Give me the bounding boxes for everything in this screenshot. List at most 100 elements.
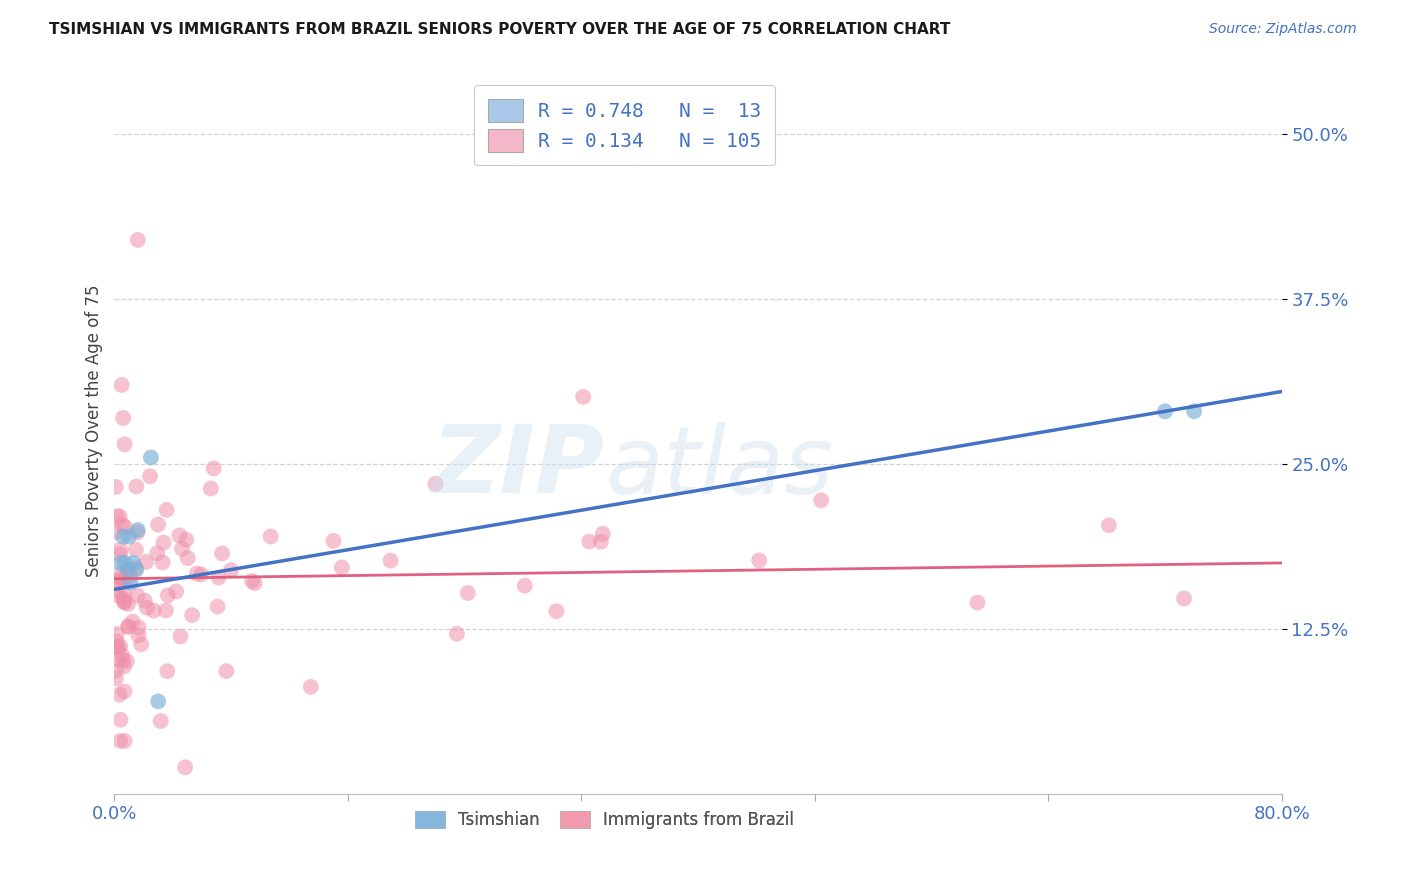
Point [215, 664, 238, 678]
Point [200, 482, 222, 496]
Text: Source: ZipAtlas.com: Source: ZipAtlas.com [1209, 22, 1357, 37]
Point [322, 533, 344, 548]
Point [156, 664, 179, 678]
Point [139, 450, 162, 465]
Point [112, 530, 135, 544]
Point [127, 525, 149, 540]
Point [202, 461, 225, 475]
Point [243, 576, 266, 591]
Point [1098, 518, 1121, 533]
Point [121, 615, 143, 629]
Point [299, 680, 322, 694]
Point [155, 503, 177, 517]
Point [1173, 591, 1195, 606]
Point [110, 556, 132, 570]
Point [330, 560, 353, 574]
Point [446, 626, 468, 640]
Point [1182, 404, 1205, 418]
Point [190, 567, 212, 582]
Point [142, 604, 165, 618]
Point [127, 523, 149, 537]
Point [135, 555, 157, 569]
Point [513, 579, 536, 593]
Point [104, 524, 127, 539]
Point [110, 566, 132, 581]
Point [748, 553, 770, 567]
Point [127, 589, 149, 603]
Point [181, 608, 204, 623]
Point [169, 629, 191, 643]
Point [108, 589, 131, 603]
Point [380, 553, 402, 567]
Point [118, 530, 141, 544]
Point [112, 591, 135, 606]
Point [127, 628, 149, 642]
Point [108, 509, 131, 524]
Point [112, 659, 135, 673]
Point [457, 586, 479, 600]
Point [117, 619, 139, 633]
Point [592, 526, 614, 541]
Point [111, 574, 134, 588]
Point [110, 571, 132, 585]
Legend: Tsimshian, Immigrants from Brazil: Tsimshian, Immigrants from Brazil [408, 805, 801, 836]
Point [114, 734, 136, 748]
Point [156, 588, 179, 602]
Point [1154, 404, 1177, 418]
Point [108, 547, 131, 561]
Point [118, 569, 141, 583]
Point [117, 597, 139, 611]
Point [219, 563, 242, 577]
Point [127, 233, 149, 247]
Point [108, 639, 131, 653]
Point [148, 694, 170, 708]
Point [207, 599, 229, 614]
Point [125, 479, 148, 493]
Point [105, 634, 128, 648]
Point [112, 589, 135, 603]
Point [155, 603, 177, 617]
Text: atlas: atlas [605, 422, 832, 513]
Point [125, 561, 148, 575]
Point [107, 653, 129, 667]
Point [129, 637, 152, 651]
Point [136, 600, 159, 615]
Point [107, 640, 129, 654]
Point [966, 595, 988, 609]
Point [111, 517, 134, 532]
Point [108, 688, 131, 702]
Point [104, 672, 127, 686]
Text: ZIP: ZIP [432, 421, 605, 514]
Point [112, 684, 135, 698]
Point [165, 584, 187, 599]
Point [810, 493, 832, 508]
Point [117, 620, 139, 634]
Point [105, 509, 128, 524]
Point [152, 535, 174, 549]
Point [572, 390, 595, 404]
Point [174, 760, 197, 774]
Point [110, 713, 132, 727]
Point [125, 542, 148, 557]
Point [114, 556, 136, 570]
Point [114, 437, 136, 451]
Point [169, 528, 191, 542]
Point [122, 556, 145, 570]
Point [578, 534, 600, 549]
Point [146, 517, 169, 532]
Point [120, 575, 142, 590]
Point [125, 562, 148, 576]
Point [114, 595, 136, 609]
Point [589, 534, 612, 549]
Point [170, 541, 193, 556]
Point [207, 571, 229, 585]
Point [114, 573, 136, 587]
Point [149, 714, 172, 728]
Point [134, 593, 156, 607]
Point [128, 621, 150, 635]
Point [104, 582, 127, 597]
Point [111, 648, 134, 663]
Point [104, 480, 127, 494]
Point [174, 533, 197, 547]
Point [111, 653, 134, 667]
